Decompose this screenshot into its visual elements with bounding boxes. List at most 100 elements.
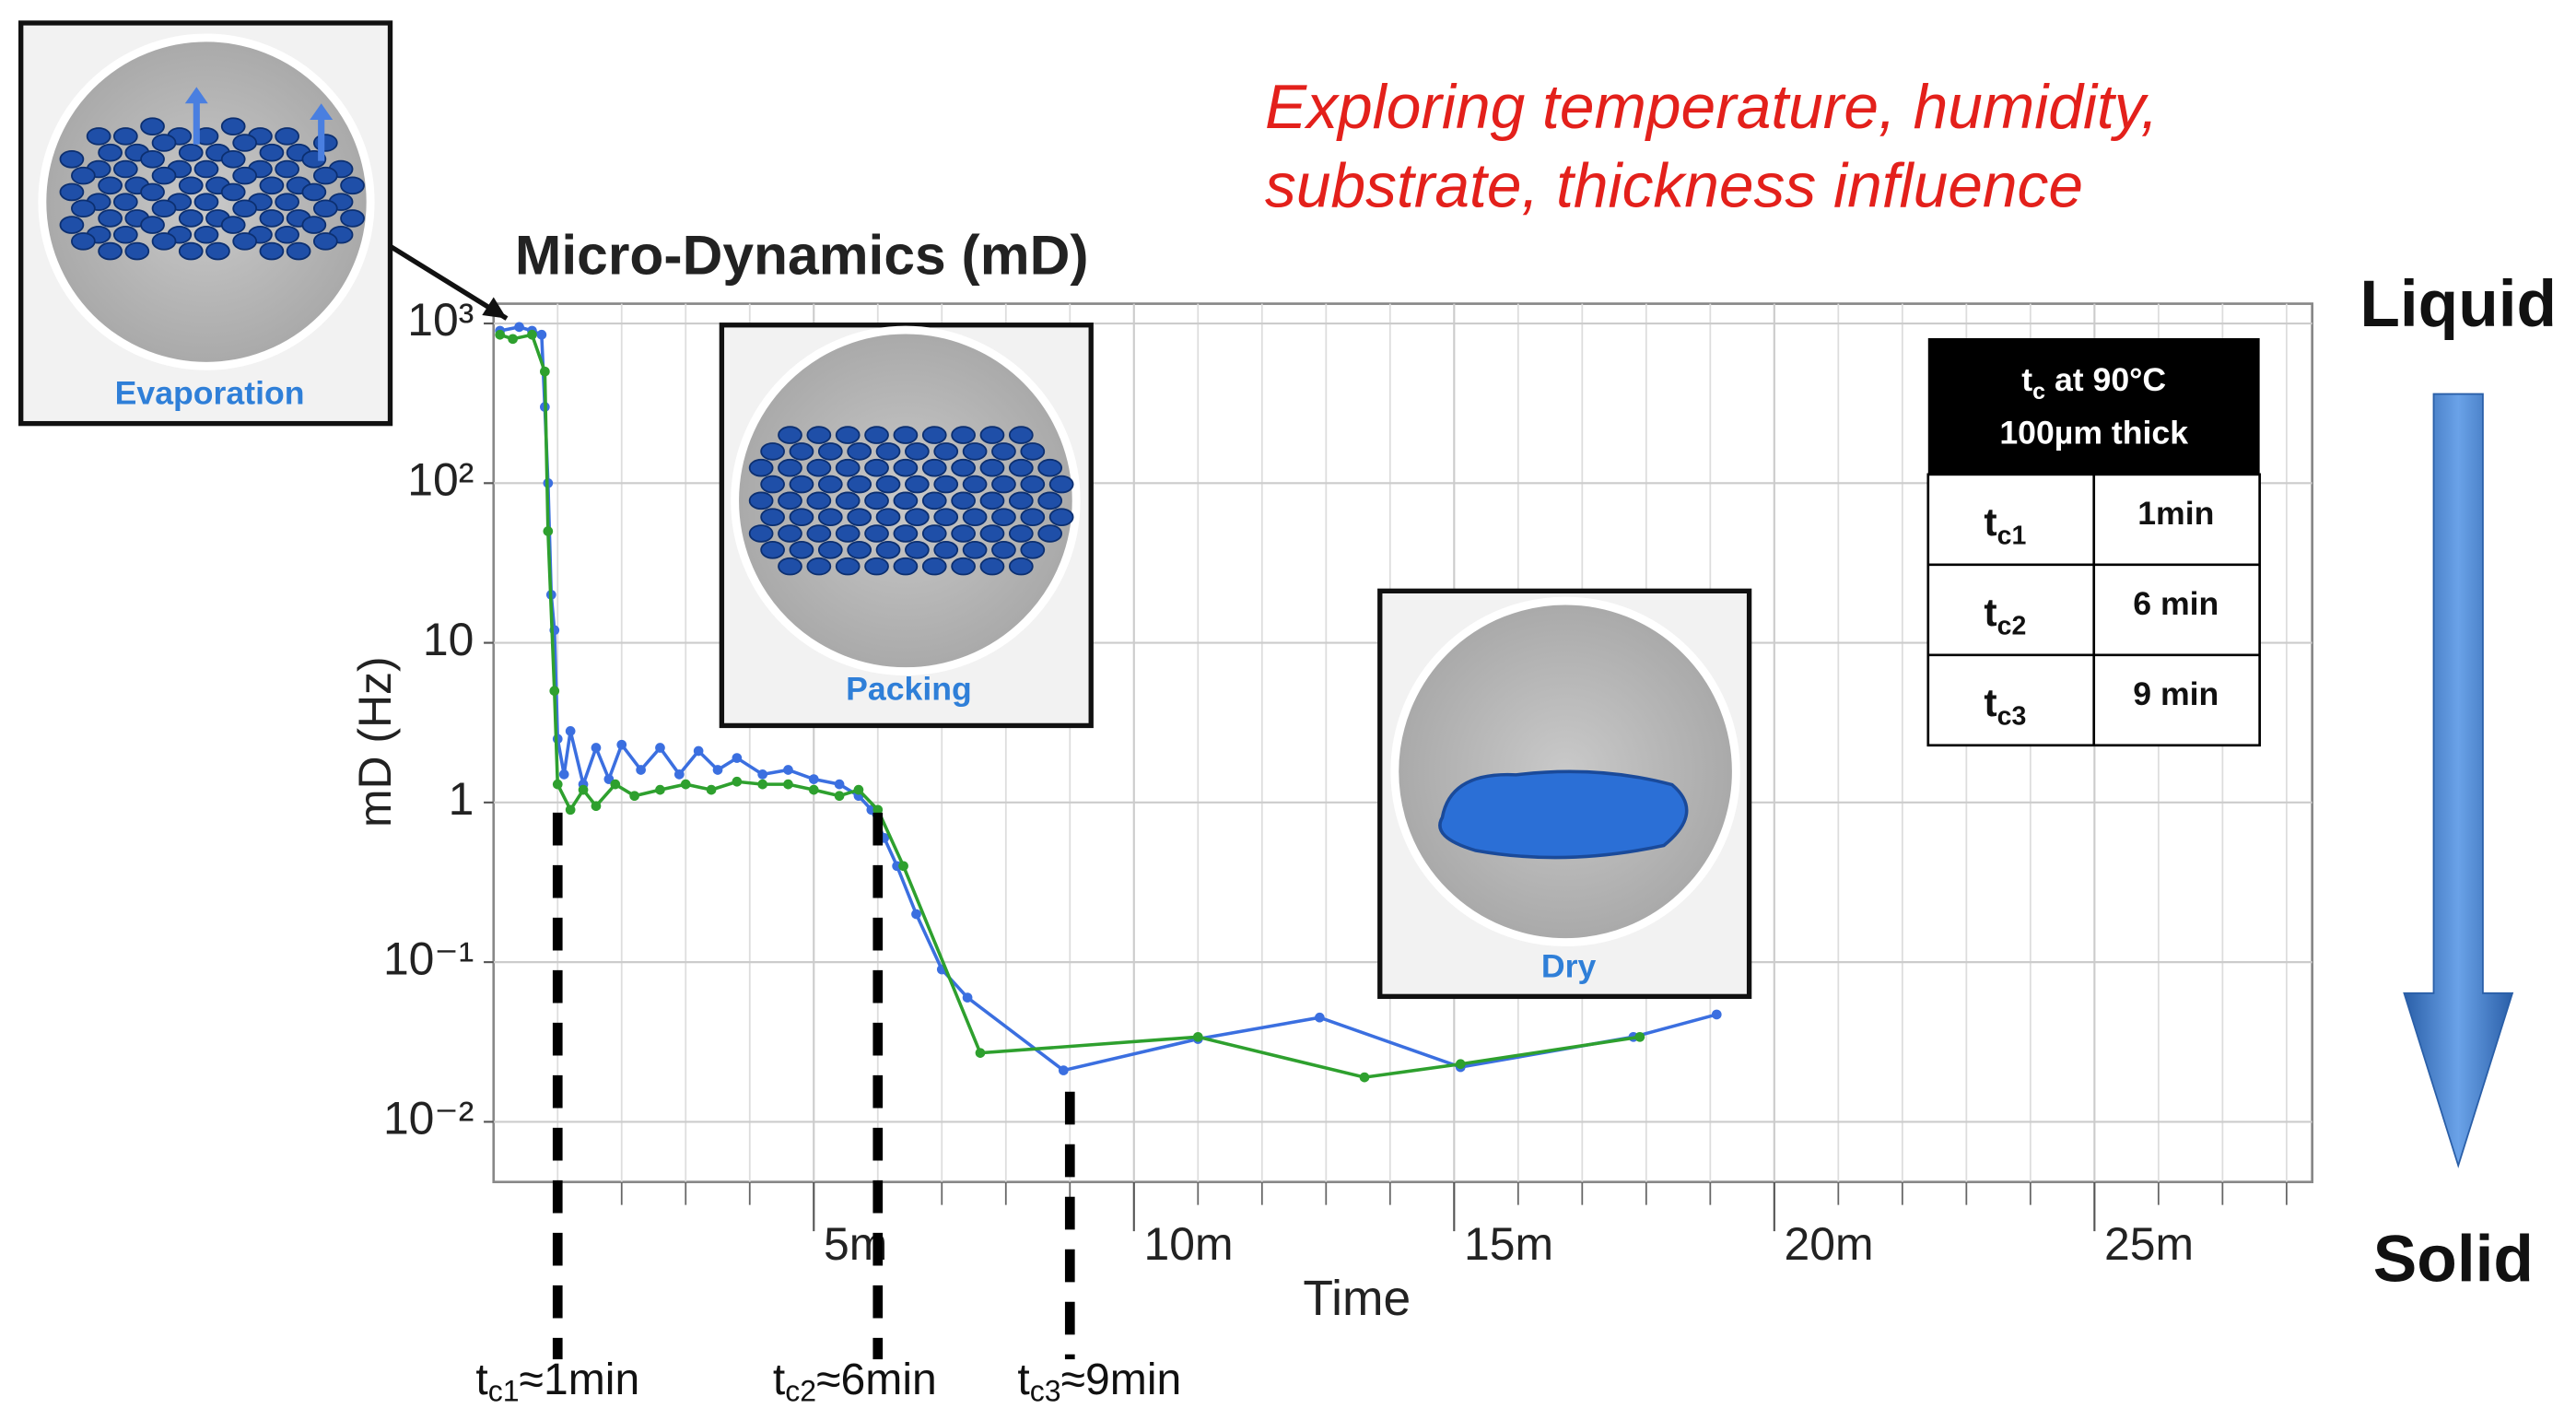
particle — [847, 442, 872, 461]
particle — [140, 216, 165, 234]
threshold-label-part: t — [773, 1355, 786, 1404]
inset-caption: Evaporation — [115, 375, 305, 412]
particle — [778, 426, 802, 444]
data-point — [536, 329, 547, 340]
particle — [1037, 491, 1063, 510]
particle — [760, 541, 785, 559]
table-header-part: t — [2021, 361, 2032, 398]
data-point — [610, 779, 621, 790]
table-header-text: 100µm thick — [1999, 415, 2188, 452]
particle — [875, 475, 901, 494]
data-point — [1455, 1059, 1466, 1070]
particle — [905, 442, 930, 461]
particle — [991, 442, 1016, 461]
threshold-label-part: t — [475, 1355, 488, 1404]
particle — [864, 426, 889, 444]
data-point — [853, 784, 864, 795]
dry-film — [1438, 769, 1689, 860]
data-point — [808, 774, 819, 784]
y-tick-label: 1 — [449, 773, 474, 825]
particle — [893, 524, 919, 543]
particle — [778, 458, 802, 477]
threshold-label-part: c2 — [785, 1375, 816, 1408]
y-tick-label: 10⁻² — [383, 1093, 474, 1144]
particle — [921, 426, 947, 444]
data-point — [783, 765, 793, 775]
particle — [778, 491, 802, 510]
state-label: Liquid — [2359, 267, 2557, 341]
particle — [312, 232, 338, 251]
particle — [98, 143, 123, 162]
particle — [991, 541, 1016, 559]
particle — [979, 426, 1005, 444]
data-point — [962, 992, 973, 1003]
particle — [124, 241, 150, 261]
particle — [1020, 541, 1046, 559]
particle — [847, 541, 872, 559]
particle — [151, 199, 177, 218]
x-tick-label: 20m — [1785, 1218, 1874, 1270]
inset-caption: Packing — [846, 670, 972, 707]
particle — [847, 475, 872, 494]
data-point — [1058, 1065, 1069, 1075]
particle — [875, 442, 901, 461]
data-point — [565, 726, 576, 736]
particle — [962, 475, 988, 494]
particle — [71, 232, 96, 251]
particle — [275, 225, 300, 244]
data-point — [834, 791, 845, 802]
data-point — [975, 1048, 986, 1059]
data-point — [552, 779, 563, 790]
particle — [778, 524, 802, 543]
data-point — [540, 366, 550, 377]
data-point — [514, 322, 524, 333]
insets: Evaporation Packing Dry — [18, 20, 1752, 1000]
particle — [178, 143, 204, 162]
particle — [835, 458, 861, 477]
data-point — [616, 739, 627, 750]
particle — [893, 458, 919, 477]
particle — [1008, 426, 1034, 444]
particle — [1008, 524, 1034, 543]
threshold-label-part: c1 — [488, 1375, 520, 1408]
particle — [893, 557, 919, 576]
particle — [340, 176, 365, 195]
data-point — [706, 784, 717, 795]
particle — [140, 182, 165, 202]
particle — [112, 159, 138, 179]
particle — [933, 442, 959, 461]
particle — [835, 524, 861, 543]
table-header-part: c — [2032, 378, 2045, 404]
particle — [286, 241, 311, 261]
particle — [98, 209, 123, 228]
state-label: Solid — [2373, 1223, 2534, 1297]
particle — [98, 241, 123, 261]
data-point — [872, 804, 884, 816]
particle — [921, 458, 947, 477]
particle — [748, 524, 774, 543]
particle — [193, 159, 219, 179]
table-cell-part: t — [1984, 681, 1996, 725]
particle — [979, 458, 1005, 477]
particle — [806, 491, 832, 510]
particle — [232, 134, 258, 152]
particle — [835, 491, 861, 510]
data-point — [1192, 1031, 1203, 1042]
inset-pointer-head — [482, 297, 508, 319]
particle — [864, 458, 889, 477]
particle — [1020, 508, 1046, 526]
data-point — [1634, 1031, 1645, 1042]
particle — [893, 426, 919, 444]
y-tick-label: 10 — [423, 614, 474, 665]
data-point — [1711, 1009, 1722, 1020]
particle — [905, 475, 930, 494]
particle — [220, 117, 246, 135]
data-point — [783, 779, 793, 790]
data-point — [636, 765, 646, 775]
data-point — [911, 909, 921, 920]
table-cell-part: c3 — [1997, 701, 2027, 731]
threshold-label-part: ≈9min — [1061, 1355, 1182, 1404]
threshold-label: tc1≈1min — [475, 1355, 639, 1408]
particle — [933, 541, 959, 559]
particle — [178, 176, 204, 195]
